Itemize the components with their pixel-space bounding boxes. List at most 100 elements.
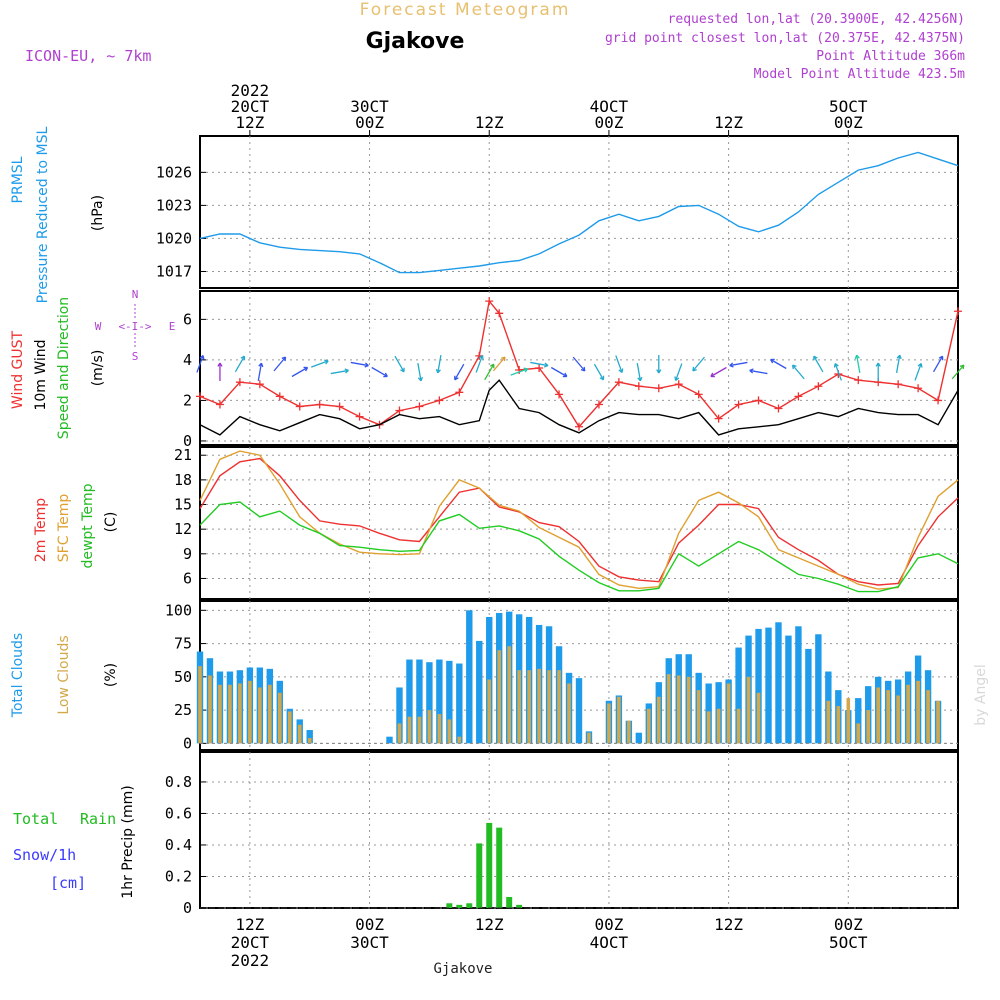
wind-arrowhead bbox=[562, 372, 568, 378]
low-cloud-bar bbox=[886, 690, 890, 744]
total-cloud-bar bbox=[436, 659, 443, 744]
series-line-wind-gust bbox=[199, 299, 959, 428]
gust-marker bbox=[954, 307, 962, 316]
low-cloud-bar bbox=[297, 724, 302, 744]
gust-marker bbox=[255, 380, 264, 389]
wind-arrow bbox=[234, 355, 245, 373]
top-time-label: 12Z bbox=[714, 113, 743, 132]
wind-arrowhead bbox=[501, 356, 506, 362]
wind-compass: N W E S <-I-> bbox=[95, 288, 176, 363]
rain-label: Rain bbox=[80, 810, 116, 828]
wind-arrowhead bbox=[729, 362, 734, 368]
gust-marker bbox=[854, 376, 863, 385]
total-cloud-bar bbox=[765, 627, 772, 744]
bottom-time-label: 00Z bbox=[355, 915, 384, 934]
total-cloud-bar bbox=[396, 687, 403, 744]
tick-label-y: 2 bbox=[183, 391, 192, 409]
wind-arrow bbox=[492, 356, 506, 372]
low-cloud-bar bbox=[926, 690, 930, 744]
total-cloud-bar bbox=[426, 662, 433, 744]
tick-label-y: 1020 bbox=[156, 229, 192, 247]
pressure-msl-label: Pressure Reduced to MSL bbox=[35, 126, 51, 303]
wind-arrow bbox=[291, 366, 308, 378]
gust-marker bbox=[914, 384, 923, 393]
tick-label-y: 12 bbox=[174, 520, 192, 538]
location-title: Gjakove bbox=[366, 29, 465, 54]
celsius-label: (C) bbox=[103, 512, 119, 533]
low-cloud-bar bbox=[906, 684, 910, 744]
gust-marker bbox=[694, 390, 703, 399]
panel-frame-pressure bbox=[199, 135, 959, 289]
top-time-label: 20CT bbox=[231, 97, 270, 116]
snow-label: Snow/1h bbox=[13, 846, 76, 864]
gust-marker bbox=[395, 406, 404, 415]
low-cloud-bar bbox=[617, 696, 621, 744]
wind-arrow bbox=[572, 356, 586, 372]
low-cloud-bar bbox=[826, 700, 831, 744]
wind-arrowhead bbox=[599, 375, 605, 381]
total-cloud-bar bbox=[785, 635, 792, 744]
top-time-label: 2022 bbox=[231, 81, 270, 100]
panel-frame-precip bbox=[199, 751, 959, 909]
low-cloud-bar bbox=[238, 683, 242, 744]
wind-arrowhead bbox=[303, 366, 309, 372]
bottom-time-label: 4OCT bbox=[590, 933, 629, 952]
rain-bar bbox=[466, 903, 473, 908]
top-time-label: 12Z bbox=[475, 113, 504, 132]
wind-arrowhead bbox=[544, 362, 549, 368]
wind-arrowhead bbox=[710, 372, 715, 378]
gust-marker bbox=[196, 392, 204, 401]
low-cloud-bar bbox=[268, 684, 272, 744]
gust-marker bbox=[594, 400, 603, 409]
wind-arrowhead bbox=[281, 356, 287, 362]
tick-label-y: 4 bbox=[183, 351, 192, 369]
wind-arrowhead bbox=[240, 355, 246, 361]
rain-bar bbox=[506, 896, 513, 908]
bottom-time-label: 12Z bbox=[235, 915, 264, 934]
top-time-label: 00Z bbox=[834, 113, 863, 132]
bottom-time-label: 2022 bbox=[231, 951, 270, 970]
tick-label-y: 0.8 bbox=[165, 773, 192, 791]
wind-arrow bbox=[311, 360, 329, 368]
low-cloud-bar bbox=[397, 723, 402, 744]
wind-arrowhead bbox=[959, 364, 965, 370]
low-cloud-bar bbox=[208, 675, 212, 744]
low-cloud-bar bbox=[277, 692, 282, 744]
compass-ew-arrow: <-I-> bbox=[118, 320, 151, 333]
dewpt-label: dewpt Temp bbox=[80, 483, 96, 568]
top-time-label: 00Z bbox=[594, 113, 623, 132]
gust-marker bbox=[455, 388, 464, 397]
wind-arrow bbox=[692, 356, 705, 372]
wind-arrow bbox=[914, 363, 922, 381]
wind-arrowhead bbox=[344, 368, 349, 374]
wind-arrowhead bbox=[217, 362, 223, 367]
bottom-time-label: 5OCT bbox=[829, 933, 868, 952]
total-cloud-bar bbox=[805, 648, 812, 744]
top-time-label: 12Z bbox=[235, 113, 264, 132]
wind-arrowhead bbox=[813, 355, 818, 361]
wind-arrowhead bbox=[749, 368, 754, 374]
tick-label-y: 18 bbox=[174, 471, 192, 489]
gust-marker bbox=[575, 422, 583, 431]
point-altitude: Point Altitude 366m bbox=[816, 49, 965, 64]
total-cloud-bar bbox=[635, 732, 643, 744]
percent-label: (%) bbox=[103, 663, 119, 687]
tick-label-y: 0 bbox=[183, 734, 192, 752]
gust-marker bbox=[335, 402, 344, 411]
gust-marker bbox=[674, 380, 683, 389]
wind-arrowhead bbox=[523, 367, 529, 373]
low-cloud-bar bbox=[627, 720, 631, 744]
low-cloud-bar bbox=[417, 716, 422, 744]
bottom-time-label: 12Z bbox=[714, 915, 743, 934]
wind10m-label: 10m Wind bbox=[33, 339, 49, 410]
total-cloud-bar bbox=[476, 640, 483, 744]
total-label: Total bbox=[13, 810, 58, 828]
low-cloud-bar bbox=[756, 692, 761, 744]
gust-marker bbox=[754, 396, 763, 405]
temp2m-label: 2m Temp bbox=[33, 498, 49, 562]
tick-label-y: 100 bbox=[165, 601, 192, 619]
sfc-temp-label: SFC Temp bbox=[56, 494, 72, 563]
compass-e: E bbox=[169, 320, 176, 333]
low-cloud-bar bbox=[507, 646, 511, 744]
wind-arrowhead bbox=[875, 362, 881, 367]
